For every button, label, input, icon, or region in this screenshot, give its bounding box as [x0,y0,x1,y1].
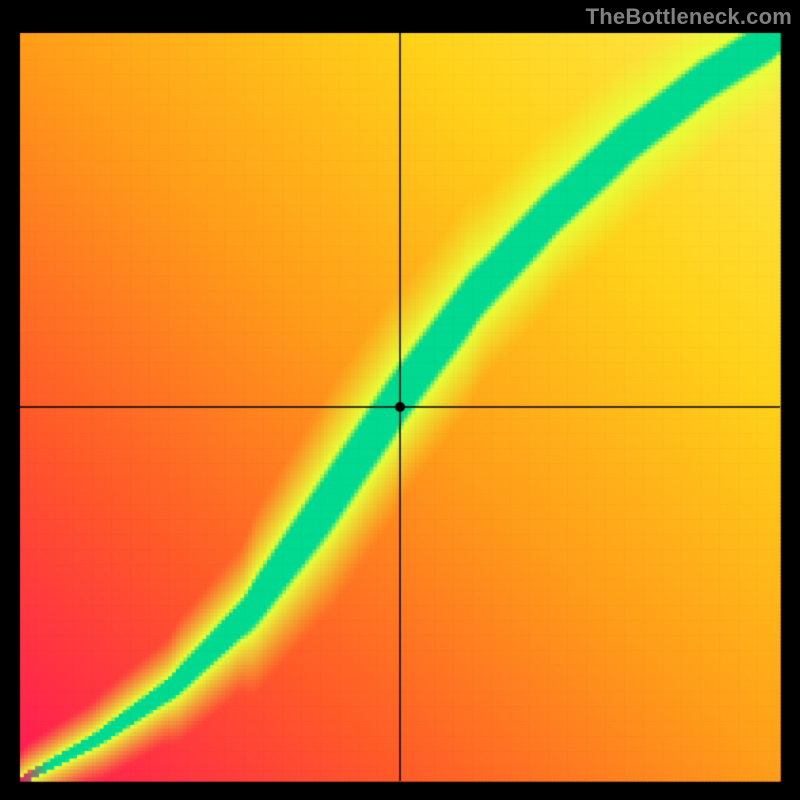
heatmap-canvas [0,0,800,800]
plot-container: TheBottleneck.com [0,0,800,800]
watermark-text: TheBottleneck.com [586,4,792,30]
